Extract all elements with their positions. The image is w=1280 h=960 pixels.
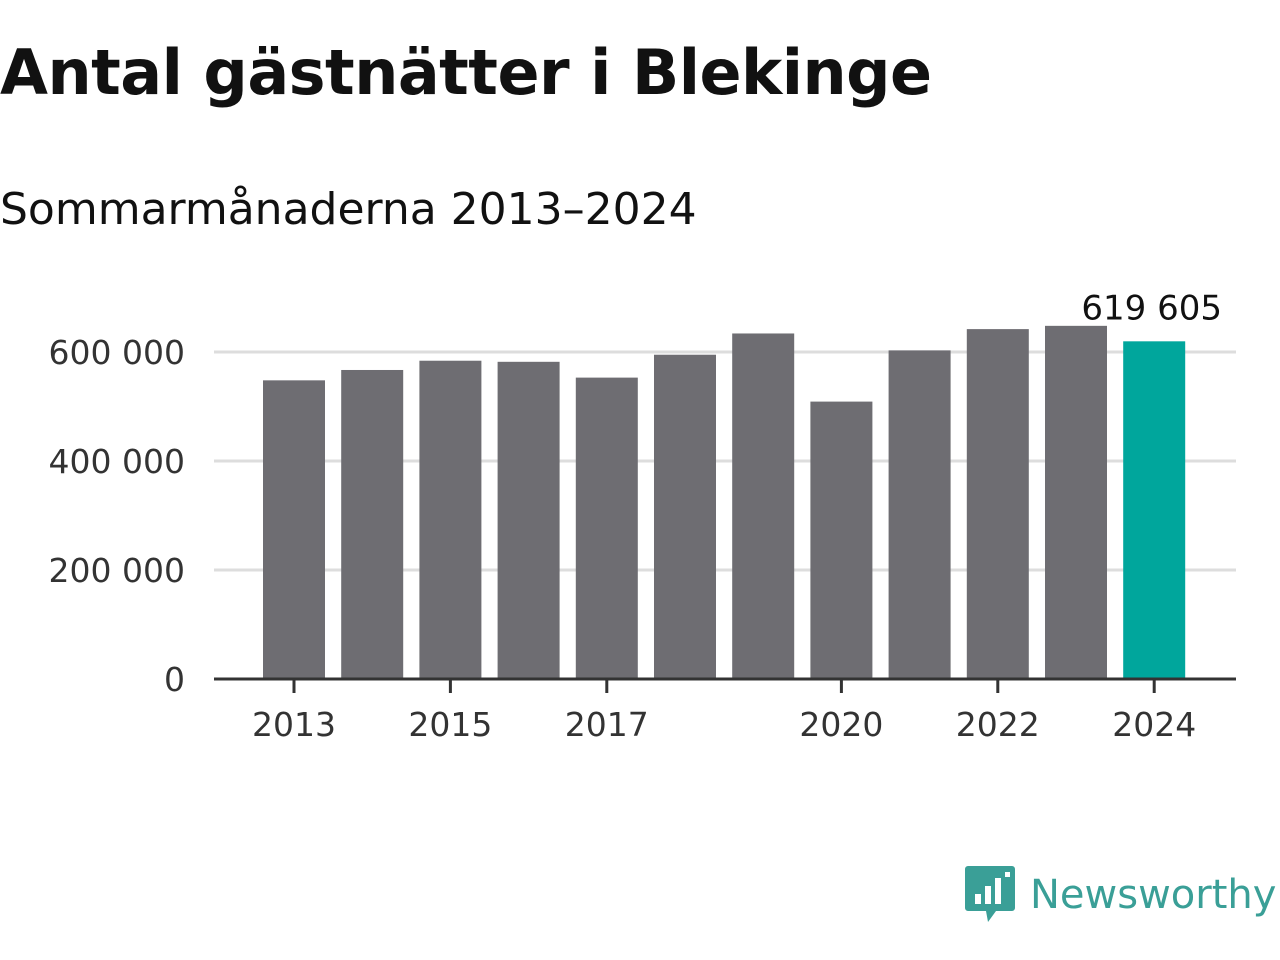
x-tick-label: 2013 bbox=[252, 705, 336, 744]
axes bbox=[214, 677, 1236, 693]
bar-2022 bbox=[966, 329, 1029, 679]
bar-2013 bbox=[263, 380, 325, 679]
bar-2015 bbox=[419, 360, 482, 679]
bar-2021 bbox=[888, 350, 951, 679]
chart-title: Antal gästnätter i Blekinge bbox=[0, 36, 932, 109]
newsworthy-logo-icon bbox=[965, 866, 1015, 922]
y-tick-label: 600 000 bbox=[49, 333, 185, 372]
x-tick-label: 2022 bbox=[956, 705, 1040, 744]
bar-2023 bbox=[1045, 325, 1107, 679]
bars bbox=[263, 325, 1186, 679]
chart-subtitle: Sommarmånaderna 2013–2024 bbox=[0, 184, 697, 235]
bar-2014 bbox=[341, 369, 404, 679]
newsworthy-wordmark: Newsworthy bbox=[1030, 872, 1277, 918]
bar-2017 bbox=[575, 377, 638, 679]
labels: 0 200 000 400 000 600 000 2013 2015 2017 2020 20… bbox=[49, 288, 1222, 744]
x-tick-label: 2015 bbox=[408, 705, 492, 744]
newsworthy-brand: Newsworthy bbox=[964, 862, 1276, 928]
x-tick-label: 2024 bbox=[1112, 705, 1196, 744]
y-tick-label: 0 bbox=[164, 660, 185, 699]
data-label-2024: 619 605 bbox=[1081, 288, 1222, 328]
x-tick-label: 2017 bbox=[565, 705, 649, 744]
bar-2019 bbox=[732, 333, 795, 679]
bar-2024 bbox=[1123, 341, 1186, 679]
bar-2016 bbox=[497, 361, 560, 679]
bar-2018 bbox=[654, 354, 716, 679]
bar-2020 bbox=[810, 401, 873, 679]
y-tick-label: 200 000 bbox=[49, 551, 185, 590]
y-tick-label: 400 000 bbox=[49, 442, 185, 481]
x-tick-label: 2020 bbox=[799, 705, 883, 744]
